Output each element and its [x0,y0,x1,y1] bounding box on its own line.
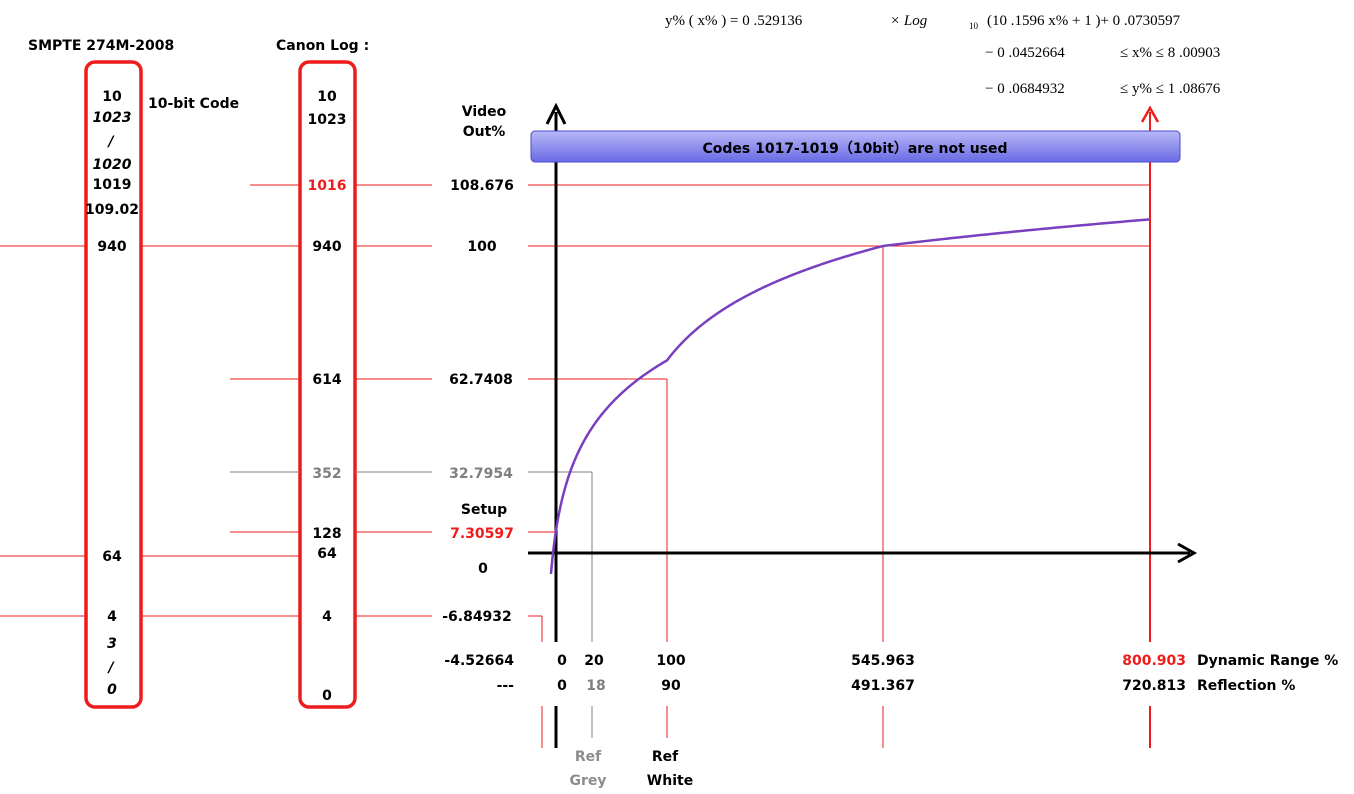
dynamic-range-value: 0 [557,653,567,669]
canon-code: 1016 [308,178,347,194]
smpte-header: SMPTE 274M-2008 [28,38,174,54]
canon-code: 10 [317,89,337,105]
smpte-codes: 10 1023 / 1020 1019 109.02 940 64 4 3 / … [85,89,139,698]
canon-code: 1023 [308,112,347,128]
reflection-value: --- [497,678,515,694]
max-arrow-icon [1140,105,1160,123]
reflection-label: Reflection % [1197,678,1295,694]
dynamic-range-value: 20 [584,653,604,669]
formula-lhs: y% ( x% ) = 0 .529136 [665,13,803,29]
canon-log-curve [549,218,1151,575]
dynamic-range-value: 100 [656,653,685,669]
axes [528,102,1198,748]
ten-bit-code-label: 10-bit Code [148,96,239,112]
canonlog-header: Canon Log : [276,38,369,54]
reflection-value: 18 [586,678,605,694]
formula-x-lower: − 0 .0452664 [985,45,1065,61]
formula: y% ( x% ) = 0 .529136 × Log 10 (10 .1596… [665,13,1221,97]
smpte-code: 1020 [93,157,132,173]
reflection-row: --- 0 18 90 491.367 720.813 Reflection % [497,678,1296,694]
dynamic-range-label: Dynamic Range % [1197,653,1338,669]
smpte-code: 3 [107,636,117,652]
ref-white-label-1: Ref [652,749,679,765]
video-out-label-1: Video [462,104,507,120]
smpte-code: 1023 [93,110,132,126]
canonlog-code-column [298,60,357,709]
reflection-value: 720.813 [1122,678,1186,694]
formula-y-lower: − 0 .0684932 [985,81,1065,97]
video-level: -6.84932 [442,609,512,625]
dynamic-range-value: 800.903 [1122,653,1186,669]
formula-y-range: ≤ y% ≤ 1 .08676 [1120,81,1221,97]
reflection-value: 90 [661,678,681,694]
video-level: 32.7954 [449,466,513,482]
formula-x-range: ≤ x% ≤ 8 .00903 [1120,45,1220,61]
dynamic-range-value: -4.52664 [444,653,514,669]
smpte-code: 940 [97,239,126,255]
ref-grey-label-2: Grey [569,773,606,789]
smpte-code: 4 [107,609,117,625]
banner-text: Codes 1017-1019（10bit）are not used [702,141,1007,157]
canon-code: 4 [322,609,332,625]
ref-labels: Ref Grey Ref White [569,749,693,789]
setup-label: Setup [461,502,507,518]
smpte-code: / [106,660,115,676]
smpte-code: / [106,134,115,150]
smpte-code: 1019 [93,177,132,193]
canon-code: 128 [312,526,341,542]
drop-lines [541,105,1160,748]
video-out-label-2: Out% [463,124,506,140]
canon-code: 352 [312,466,341,482]
reflection-value: 491.367 [851,678,915,694]
unused-codes-banner: Codes 1017-1019（10bit）are not used [530,130,1181,163]
canon-code: 614 [312,372,341,388]
video-level: 108.676 [450,178,514,194]
guide-lines [0,184,1150,617]
formula-argument: (10 .1596 x% + 1 )+ 0 .0730597 [987,13,1181,29]
video-levels: 108.676 100 62.7408 32.7954 7.30597 0 -6… [442,178,514,625]
canon-code: 940 [312,239,341,255]
formula-times-log: × Log [890,13,928,29]
ref-grey-label-1: Ref [575,749,602,765]
smpte-code-column [84,60,143,709]
canon-code: 64 [317,546,337,562]
video-level: 62.7408 [449,372,513,388]
dynamic-range-value: 545.963 [851,653,915,669]
canon-code: 0 [322,688,332,704]
canon-codes: 10 1023 1016 940 614 352 128 64 4 0 [308,89,347,704]
y-axis-arrow-icon [545,102,567,125]
dynamic-range-row: -4.52664 0 20 100 545.963 800.903 Dynami… [444,653,1338,669]
ref-white-label-2: White [647,773,693,789]
reflection-value: 0 [557,678,567,694]
smpte-code: 64 [102,549,122,565]
video-level: 100 [467,239,496,255]
video-level: 0 [478,561,488,577]
video-level: 7.30597 [450,526,514,542]
smpte-code: 109.02 [85,202,139,218]
smpte-code: 10 [102,89,122,105]
smpte-code: 0 [107,682,117,698]
formula-log-base: 10 [969,21,979,31]
x-axis-arrow-icon [1177,542,1198,564]
